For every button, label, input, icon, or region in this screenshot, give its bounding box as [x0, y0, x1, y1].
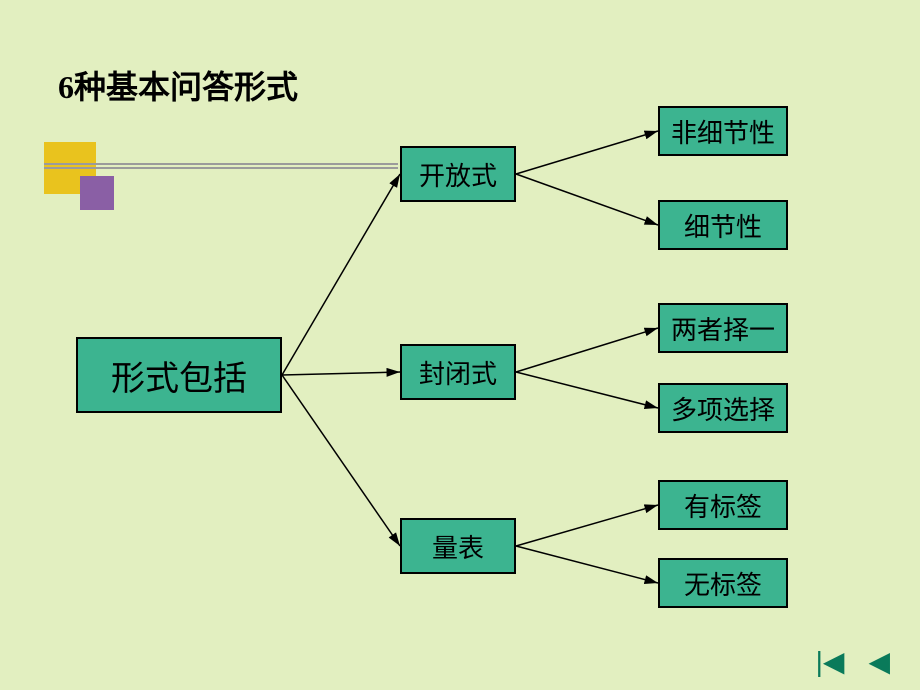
node-nondetail: 非细节性 [658, 106, 788, 156]
decor-purple-square [80, 176, 114, 210]
decor-line-1 [44, 163, 398, 165]
node-open: 开放式 [400, 146, 516, 202]
node-labeled: 有标签 [658, 480, 788, 530]
node-labeled-label: 有标签 [684, 487, 762, 524]
nav-prev-button[interactable]: ◀ [868, 645, 890, 678]
node-detail-label: 细节性 [684, 207, 762, 244]
node-open-label: 开放式 [419, 156, 497, 193]
nav-first-button[interactable]: |◀ [816, 645, 845, 678]
node-closed: 封闭式 [400, 344, 516, 400]
node-scale-label: 量表 [432, 528, 484, 565]
decor-line-2 [44, 167, 398, 169]
nav-controls: |◀ ◀ [816, 645, 890, 678]
node-detail: 细节性 [658, 200, 788, 250]
node-either: 两者择一 [658, 303, 788, 353]
node-multi-label: 多项选择 [671, 390, 775, 427]
node-closed-label: 封闭式 [419, 354, 497, 391]
node-nondetail-label: 非细节性 [671, 113, 775, 150]
node-scale: 量表 [400, 518, 516, 574]
node-root-label: 形式包括 [111, 351, 247, 400]
node-either-label: 两者择一 [671, 310, 775, 347]
node-unlabeled: 无标签 [658, 558, 788, 608]
node-unlabeled-label: 无标签 [684, 565, 762, 602]
node-multi: 多项选择 [658, 383, 788, 433]
node-root: 形式包括 [76, 337, 282, 413]
slide-title: 6种基本问答形式 [58, 62, 298, 108]
